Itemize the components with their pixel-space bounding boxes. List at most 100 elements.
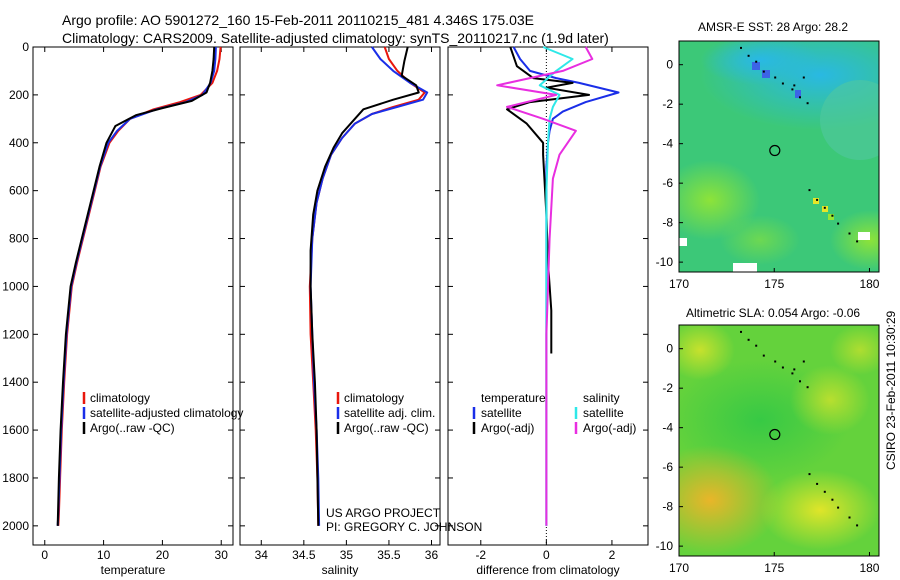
y-tick-label: -6 bbox=[662, 460, 673, 474]
x-tick-label: 175 bbox=[764, 277, 784, 291]
y-tick-label: -10 bbox=[656, 255, 674, 269]
legend-label: climatology bbox=[90, 391, 150, 405]
x-tick-label: 180 bbox=[859, 561, 879, 575]
x-tick-label: 180 bbox=[859, 277, 879, 291]
y-tick-label: 800 bbox=[9, 232, 29, 246]
island-mark bbox=[740, 330, 742, 333]
island-mark bbox=[837, 222, 840, 225]
x-tick-label: 34 bbox=[255, 548, 269, 562]
x-axis-label: temperature bbox=[101, 563, 166, 577]
x-tick-label: 2 bbox=[609, 548, 616, 562]
y-tick-label: 600 bbox=[9, 184, 29, 198]
legend-label: Argo(..raw -QC) bbox=[344, 421, 429, 435]
y-tick-label: 0 bbox=[666, 58, 673, 72]
island-mark bbox=[793, 84, 796, 87]
legend-label: satellite bbox=[481, 406, 522, 420]
island-mark bbox=[762, 70, 765, 73]
island-mark bbox=[823, 206, 826, 209]
island-mark bbox=[755, 60, 758, 63]
y-tick-label: 0 bbox=[22, 40, 29, 54]
legend-label: Argo(-adj) bbox=[481, 421, 534, 435]
island-mark bbox=[774, 360, 777, 363]
island-mark bbox=[856, 524, 859, 527]
map-frame bbox=[678, 40, 880, 273]
x-tick-label: 170 bbox=[669, 561, 689, 575]
plot-frame bbox=[447, 46, 649, 546]
island-mark bbox=[831, 214, 834, 217]
map-frame bbox=[678, 324, 880, 557]
y-tick-label: 1600 bbox=[2, 423, 29, 437]
series-line-temperature-satellite bbox=[512, 46, 620, 526]
x-tick-label: 0 bbox=[41, 548, 48, 562]
island-mark bbox=[755, 344, 758, 347]
island-mark bbox=[848, 516, 851, 519]
y-tick-label: -8 bbox=[662, 216, 673, 230]
island-mark bbox=[781, 82, 784, 85]
sst-map-image bbox=[679, 41, 879, 272]
timestamp-stamp: CSIRO 23-Feb-2011 10:30:29 bbox=[884, 310, 898, 470]
y-tick-label: 1800 bbox=[2, 471, 29, 485]
y-tick-label: -4 bbox=[662, 421, 673, 435]
island-mark bbox=[816, 198, 819, 201]
island-mark bbox=[823, 490, 826, 493]
island-mark bbox=[848, 232, 851, 235]
y-tick-label: 2000 bbox=[2, 519, 29, 533]
series-line-climatology bbox=[308, 46, 426, 526]
y-tick-label: 0 bbox=[666, 342, 673, 356]
y-tick-label: -6 bbox=[662, 176, 673, 190]
legend-label: climatology bbox=[344, 391, 404, 405]
x-tick-label: 170 bbox=[669, 277, 689, 291]
y-tick-label: -2 bbox=[662, 97, 673, 111]
x-tick-label: -2 bbox=[475, 548, 486, 562]
figure-title-line-2: Climatology: CARS2009. Satellite-adjuste… bbox=[62, 30, 609, 46]
x-tick-label: 10 bbox=[97, 548, 111, 562]
series-line-salinity-satellite bbox=[538, 46, 574, 526]
series-line-climatology bbox=[57, 46, 222, 526]
legend-label: satellite bbox=[583, 406, 624, 420]
series-line-satellite-adjusted-climatology bbox=[56, 46, 217, 526]
island-mark bbox=[793, 368, 796, 371]
x-axis-label: difference from climatology bbox=[476, 563, 619, 577]
float-position-marker bbox=[769, 144, 781, 157]
y-tick-label: 1200 bbox=[2, 327, 29, 341]
x-tick-label: 36 bbox=[425, 548, 439, 562]
sst-map-title: AMSR-E SST: 28 Argo: 28.2 bbox=[698, 20, 849, 34]
credit-project: US ARGO PROJECT bbox=[326, 506, 441, 520]
x-tick-label: 34.5 bbox=[292, 548, 316, 562]
x-tick-label: 30 bbox=[215, 548, 229, 562]
island-mark bbox=[781, 366, 784, 369]
legend-label: Argo(..raw -QC) bbox=[90, 421, 175, 435]
legend-label: satellite-adjusted climatology bbox=[90, 406, 243, 420]
y-tick-label: 1400 bbox=[2, 375, 29, 389]
island-mark bbox=[762, 354, 765, 357]
y-tick-label: -10 bbox=[656, 539, 674, 553]
x-tick-label: 175 bbox=[764, 561, 784, 575]
plot-frame bbox=[239, 46, 441, 546]
legend-label: satellite adj. clim. bbox=[344, 406, 435, 420]
island-mark bbox=[799, 96, 801, 99]
legend-title-salinity: salinity bbox=[583, 391, 620, 405]
island-mark bbox=[808, 473, 811, 476]
island-mark bbox=[740, 46, 742, 49]
x-tick-label: 0 bbox=[543, 548, 550, 562]
float-position-marker bbox=[769, 428, 781, 441]
y-tick-label: 200 bbox=[9, 88, 29, 102]
island-mark bbox=[802, 76, 805, 79]
figure-title-line-1: Argo profile: AO 5901272_160 15-Feb-2011… bbox=[62, 12, 534, 28]
y-tick-label: -4 bbox=[662, 137, 673, 151]
island-mark bbox=[837, 506, 840, 509]
sla-map-image bbox=[679, 325, 879, 556]
credit-pi: PI: GREGORY C. JOHNSON bbox=[326, 520, 483, 534]
island-mark bbox=[806, 102, 809, 105]
island-mark bbox=[799, 380, 801, 383]
y-tick-label: 1000 bbox=[2, 279, 29, 293]
x-axis-label: salinity bbox=[322, 563, 359, 577]
island-mark bbox=[802, 360, 805, 363]
series-line-satellite-adj-clim- bbox=[309, 46, 429, 526]
sla-map-title: Altimetric SLA: 0.054 Argo: -0.06 bbox=[686, 306, 861, 320]
y-tick-label: -2 bbox=[662, 381, 673, 395]
island-mark bbox=[747, 54, 750, 57]
island-mark bbox=[831, 498, 834, 501]
island-mark bbox=[747, 338, 750, 341]
